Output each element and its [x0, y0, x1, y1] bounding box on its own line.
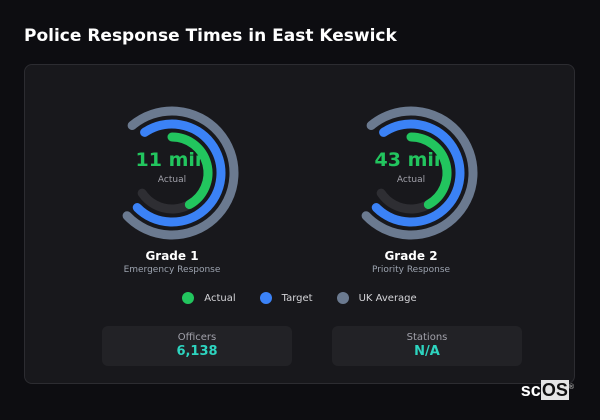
ring-chart: [361, 106, 478, 240]
actual-value: 11 min: [135, 149, 209, 171]
stat-stations: Stations N/A: [332, 326, 522, 366]
target-arc: [371, 119, 465, 227]
ring-chart: [122, 106, 239, 240]
actual-label: Actual: [157, 175, 187, 185]
stat-label: Officers: [177, 332, 217, 343]
actual-value: 43 min: [374, 149, 448, 171]
legend-label: Target: [281, 292, 313, 304]
legend: Actual Target UK Average: [25, 292, 574, 304]
response-times-card: 11 min Actual Grade 1 Emergency Response…: [24, 64, 575, 384]
page-title: Police Response Times in East Keswick: [24, 26, 397, 46]
target-arc: [132, 119, 226, 227]
gauge-grade-1: 11 min Actual Grade 1 Emergency Response: [97, 105, 247, 275]
gauge-name: Grade 2: [384, 249, 438, 263]
stat-value: N/A: [414, 344, 440, 359]
uk-average-arc: [361, 106, 478, 240]
actual-label: Actual: [396, 175, 426, 185]
gauge-description: Priority Response: [371, 265, 451, 275]
stat-officers: Officers 6,138: [102, 326, 292, 366]
legend-label: UK Average: [358, 292, 417, 304]
actual-dot-icon: [182, 292, 195, 304]
uk-average-arc: [122, 106, 239, 240]
legend-item-uk-average: UK Average: [336, 292, 417, 304]
scos-logo: scOS®: [520, 380, 574, 400]
legend-item-target: Target: [259, 292, 313, 304]
actual-arc: [406, 132, 452, 210]
gauge-description: Emergency Response: [123, 265, 221, 275]
stat-value: 6,138: [176, 344, 218, 359]
uk-average-dot-icon: [336, 292, 349, 304]
gauge-name: Grade 1: [145, 249, 199, 263]
gauge-grade-2: 43 min Actual Grade 2 Priority Response: [336, 105, 486, 275]
target-dot-icon: [259, 292, 272, 304]
actual-arc: [167, 132, 213, 210]
legend-item-actual: Actual: [182, 292, 236, 304]
legend-label: Actual: [204, 292, 236, 304]
stat-label: Stations: [406, 332, 448, 343]
